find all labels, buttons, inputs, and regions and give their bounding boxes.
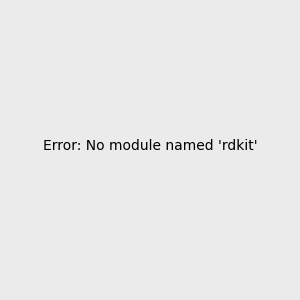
Text: Error: No module named 'rdkit': Error: No module named 'rdkit' xyxy=(43,139,257,153)
